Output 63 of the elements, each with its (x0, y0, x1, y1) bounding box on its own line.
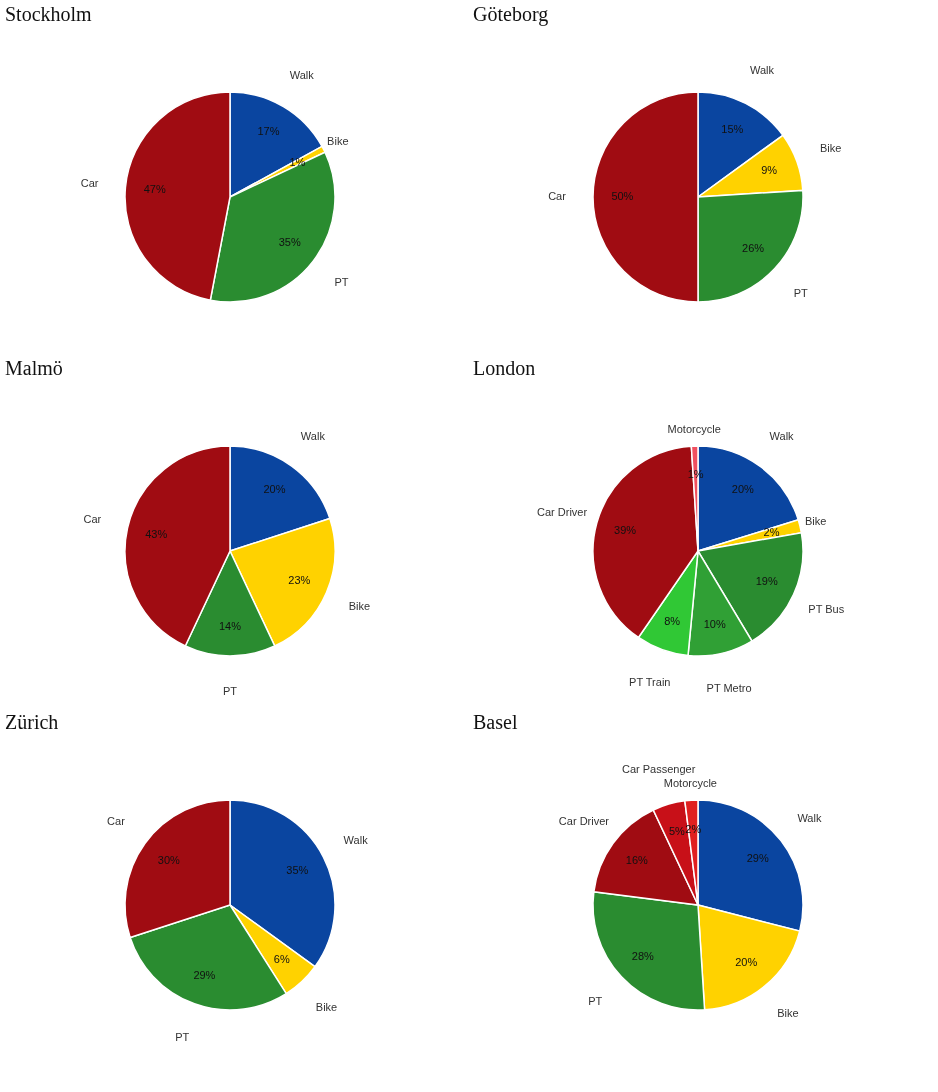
data-label: 47% (143, 182, 166, 195)
slice-label: Walk (343, 833, 369, 846)
data-label: 50% (611, 190, 634, 202)
slice-label: Bike (777, 1006, 799, 1019)
data-label: 15% (721, 122, 744, 135)
data-label: 17% (257, 124, 280, 137)
slice-label: Bike (348, 600, 371, 612)
chart-title: London (473, 357, 536, 379)
data-label: 2% (763, 526, 780, 539)
data-label: 26% (742, 241, 765, 254)
slice-label: PT Metro (706, 681, 752, 694)
data-label: 29% (193, 969, 216, 982)
slice-label: Motorcycle (663, 777, 717, 790)
slice-label: Walk (797, 811, 822, 824)
slice-label: Bike (819, 142, 842, 155)
chart-title: Zürich (5, 711, 59, 733)
data-label: 20% (735, 956, 758, 969)
data-label: 35% (278, 236, 301, 249)
slice-label: PT Bus (808, 602, 845, 615)
slice-label: Walk (749, 64, 775, 77)
slice-label: Car (80, 176, 99, 189)
slice-label: Bike (315, 1000, 338, 1013)
data-label: 9% (761, 164, 778, 177)
data-label: 8% (664, 615, 681, 628)
slice-label: PT (222, 685, 238, 697)
data-label: 30% (157, 853, 181, 866)
slice-label: PT Train (629, 676, 671, 689)
slice-label: Bike (804, 515, 827, 528)
slice-label: PT (175, 1030, 190, 1043)
slice-label: Walk (300, 429, 326, 442)
slice-label: Motorcycle (667, 423, 721, 436)
data-label: 29% (746, 851, 769, 864)
data-label: 19% (755, 575, 778, 588)
chart-title: Basel (473, 711, 518, 733)
slice-label: Bike (327, 135, 349, 148)
slice-label: PT (793, 286, 809, 299)
data-label: 10% (703, 617, 726, 630)
data-label: 39% (614, 523, 637, 536)
slice-label: Walk (289, 68, 315, 81)
chart-title: Göteborg (473, 3, 549, 26)
data-label: 23% (288, 574, 311, 587)
slice-label: Car Driver (558, 815, 610, 828)
data-label: 5% (668, 825, 686, 838)
chart-title: Malmö (5, 357, 63, 379)
data-label: 20% (731, 483, 755, 496)
data-label: 1% (289, 155, 306, 168)
data-label: 14% (218, 619, 242, 632)
slice-label: Car (107, 815, 126, 828)
slice-label: Car Passenger (621, 762, 696, 775)
slice-label: PT (334, 276, 349, 289)
data-label: 43% (145, 527, 168, 540)
slice-label: Car Driver (537, 506, 588, 519)
slice-label: Car (83, 513, 102, 526)
data-label: 20% (263, 482, 286, 495)
data-label: 6% (273, 953, 290, 966)
data-label: 16% (625, 853, 649, 866)
data-label: 1% (687, 468, 704, 481)
chart-title: Stockholm (5, 3, 93, 25)
slice-label: PT (588, 994, 603, 1007)
slice-label: Walk (769, 430, 795, 443)
data-label: 35% (286, 863, 309, 876)
data-label: 28% (631, 949, 655, 962)
slice-label: Car (548, 190, 567, 202)
